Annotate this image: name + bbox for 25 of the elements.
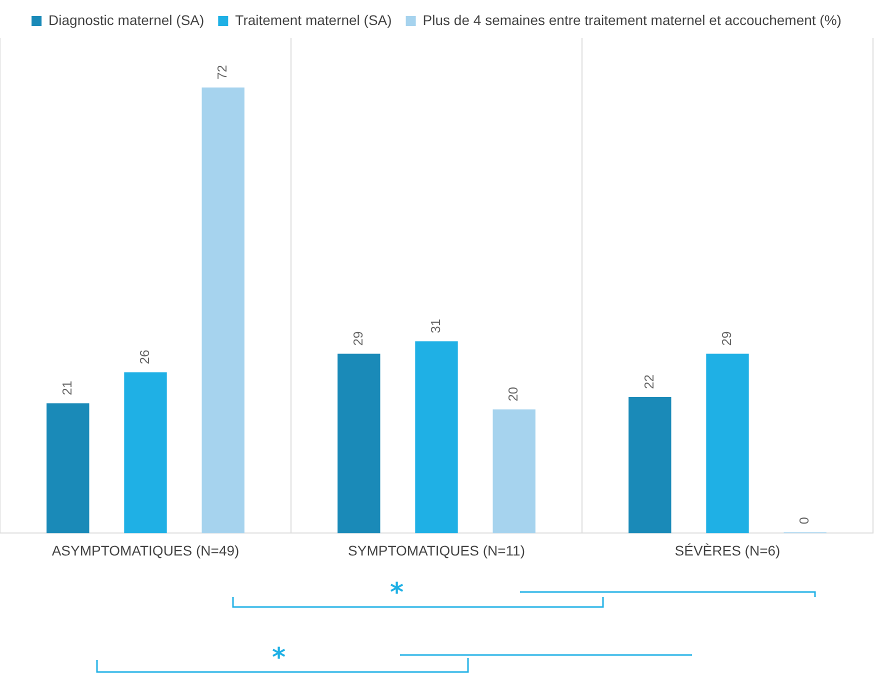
bar [628,397,672,534]
data-label: 72 [214,65,230,80]
text: * [272,643,286,673]
x-tick-label: SYMPTOMATIQUES (N=11) [348,542,525,558]
legend-label: Traitement maternel (SA) [235,12,392,28]
bar [706,354,749,534]
bar [415,341,458,534]
bar [46,403,90,534]
bar [492,409,536,534]
text: * [390,578,404,608]
x-tick-label: ASYMPTOMATIQUES (N=49) [52,542,240,558]
data-label: 22 [641,374,656,390]
legend-label: Plus de 4 semaines entre traitement maternel et accouchement (%) [422,12,842,28]
bar [124,372,167,534]
data-label: 0 [796,516,812,524]
data-label: 20 [506,386,521,402]
data-label: 31 [428,318,444,334]
data-label: 29 [719,331,734,346]
bar [338,354,380,534]
data-label: 29 [350,331,366,346]
x-tick-label: SÉVÈRES (N=6) [674,542,780,558]
bar [202,88,244,534]
legend-label: Diagnostic maternel (SA) [48,12,204,28]
data-label: 21 [59,380,74,396]
data-label: 26 [137,350,152,364]
